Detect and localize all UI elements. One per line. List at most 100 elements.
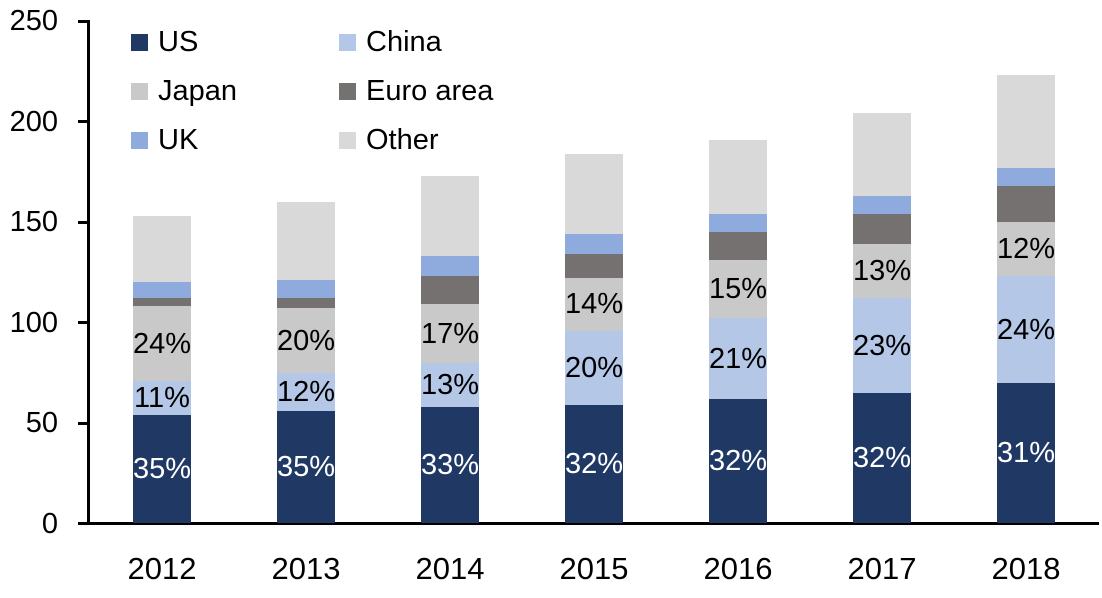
bar-segment-other <box>709 139 767 214</box>
bar-segment-uk <box>421 256 479 277</box>
x-axis-tick-label: 2017 <box>847 551 917 586</box>
bar-segment-label: 35% <box>132 453 192 486</box>
x-axis-tick-label: 2012 <box>127 551 197 586</box>
legend-item-euro-area: Euro area <box>339 75 493 107</box>
x-axis-tick-label: 2018 <box>991 551 1061 586</box>
legend-swatch-icon <box>339 131 356 149</box>
bar-segment-us <box>997 382 1055 524</box>
bar-segment-us <box>565 404 623 524</box>
bar-segment-label: 33% <box>420 449 480 482</box>
bar-segment-other <box>565 153 623 235</box>
legend-item-japan: Japan <box>131 75 237 107</box>
y-axis-tick-mark <box>78 321 88 324</box>
bar-segment-euro-area <box>565 254 623 279</box>
bar-segment-china <box>277 372 335 411</box>
bar-segment-china <box>421 362 479 407</box>
legend-label: UK <box>158 124 199 156</box>
bar-segment-other <box>277 201 335 281</box>
y-axis-tick-label: 50 <box>25 407 58 439</box>
x-axis-tick-label: 2013 <box>271 551 341 586</box>
bar-segment-us <box>853 392 911 524</box>
bar-segment-china <box>853 298 911 393</box>
y-axis-tick-label: 150 <box>9 206 58 238</box>
bar-segment-other <box>853 113 911 196</box>
bar-segment-euro-area <box>133 298 191 307</box>
bar-segment-uk <box>277 280 335 299</box>
bar-segment-euro-area <box>277 298 335 309</box>
bar-segment-label: 23% <box>852 329 912 362</box>
bar-segment-us <box>709 398 767 524</box>
bar-segment-euro-area <box>853 213 911 245</box>
bar-segment-us <box>133 414 191 524</box>
bar-segment-other <box>133 215 191 283</box>
bar-segment-euro-area <box>997 185 1055 222</box>
legend-label: Euro area <box>366 75 494 107</box>
bar-segment-other <box>421 175 479 257</box>
bar-segment-uk <box>853 195 911 214</box>
bar-segment-japan <box>997 222 1055 277</box>
bar-segment-label: 17% <box>420 317 480 350</box>
bar-segment-uk <box>133 282 191 299</box>
bar-segment-euro-area <box>709 232 767 261</box>
bar-segment-japan <box>709 260 767 319</box>
bar-segment-label: 31% <box>996 437 1056 470</box>
legend-label: Other <box>366 124 439 156</box>
bar-segment-uk <box>565 234 623 255</box>
y-axis-tick-mark <box>78 19 88 23</box>
bar-segment-china <box>133 380 191 415</box>
bar-segment-label: 13% <box>852 255 912 288</box>
bar-segment-japan <box>421 304 479 363</box>
legend-swatch-icon <box>131 131 148 149</box>
legend-label: US <box>158 26 199 58</box>
bar-segment-label: 35% <box>276 451 336 484</box>
bar-segment-japan <box>133 306 191 381</box>
bar-segment-japan <box>277 308 335 373</box>
bar-segment-japan <box>853 244 911 299</box>
y-axis-tick-label: 0 <box>41 507 58 540</box>
bar-segment-us <box>277 410 335 524</box>
bar-segment-china <box>709 318 767 399</box>
bar-segment-china <box>565 330 623 405</box>
y-axis-tick-mark <box>78 220 88 224</box>
bar-segment-japan <box>565 278 623 331</box>
bar-segment-euro-area <box>421 276 479 305</box>
bar-segment-label: 12% <box>996 233 1056 266</box>
y-axis-tick-label: 200 <box>9 105 58 138</box>
legend-swatch-icon <box>339 33 356 51</box>
legend-swatch-icon <box>339 82 356 100</box>
bar-segment-other <box>997 75 1055 168</box>
bar-segment-label: 13% <box>420 368 480 401</box>
bar-segment-label: 32% <box>564 448 624 481</box>
bar-segment-label: 32% <box>708 445 768 478</box>
y-axis-tick-label: 100 <box>9 306 58 339</box>
y-axis-tick-mark <box>78 120 88 123</box>
bar-segment-uk <box>997 167 1055 186</box>
y-axis-tick-mark <box>78 421 88 425</box>
bar-segment-label: 24% <box>132 327 192 360</box>
legend-swatch-icon <box>131 33 148 51</box>
bar-segment-china <box>997 276 1055 383</box>
bar-segment-label: 32% <box>852 442 912 475</box>
bar-segment-label: 20% <box>276 324 336 357</box>
bar-segment-label: 14% <box>564 288 624 321</box>
bar-segment-us <box>421 406 479 524</box>
legend-label: China <box>366 26 442 58</box>
legend-item-uk: UK <box>131 124 198 156</box>
bar-segment-label: 15% <box>708 273 768 306</box>
legend-label: Japan <box>158 75 238 107</box>
bar-segment-label: 11% <box>134 381 190 414</box>
y-axis-line <box>87 20 90 525</box>
x-axis-tick-label: 2016 <box>703 551 773 586</box>
y-axis-tick-label: 250 <box>9 5 58 37</box>
bar-segment-uk <box>709 213 767 233</box>
x-axis-tick-label: 2015 <box>559 551 629 586</box>
bar-segment-label: 20% <box>564 351 624 384</box>
legend-item-china: China <box>339 26 442 58</box>
bar-segment-label: 24% <box>996 313 1056 346</box>
legend-item-other: Other <box>339 124 439 156</box>
legend-swatch-icon <box>131 82 148 100</box>
bar-segment-label: 12% <box>276 375 336 408</box>
bar-segment-label: 21% <box>708 342 768 375</box>
y-axis-tick-mark <box>78 522 88 525</box>
